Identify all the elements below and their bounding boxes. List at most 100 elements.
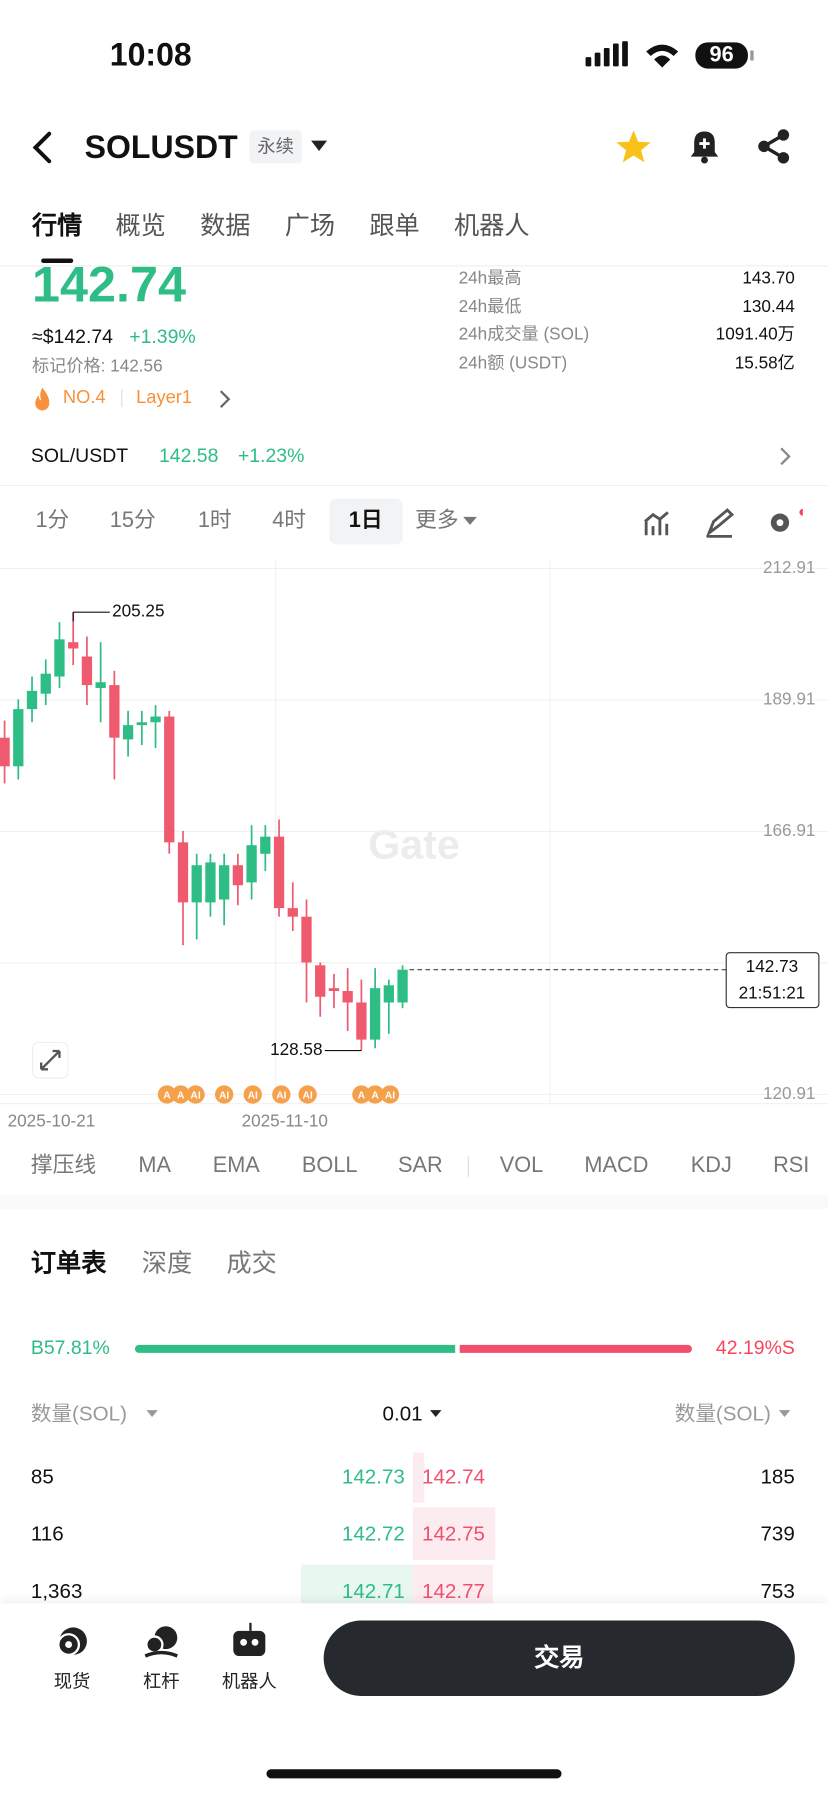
stat-label: 24h额 (USDT) <box>458 352 568 373</box>
ai-badge-label: AI <box>276 1090 286 1101</box>
bid-price[interactable]: 142.71 <box>341 1579 405 1603</box>
bottom-bar: 现货 杠杆 机器人 交易 <box>0 1603 828 1795</box>
candle-body <box>40 673 51 694</box>
candle-body <box>54 639 65 677</box>
indicator-tab[interactable]: MACD <box>584 1153 649 1178</box>
candle-body <box>369 988 381 1040</box>
interval-tab[interactable]: 更多 <box>415 508 459 533</box>
header-bid-qty[interactable]: 数量(SOL) <box>30 1402 127 1426</box>
candle-body <box>397 969 408 1003</box>
candle-body <box>26 690 38 710</box>
margin-icon[interactable] <box>142 1624 181 1661</box>
usd-price: ≈$142.74 <box>32 325 113 348</box>
price-tag <box>725 952 820 1009</box>
ask-price[interactable]: 142.77 <box>422 1579 485 1603</box>
x-tick-label: 2025-10-21 <box>8 1110 96 1130</box>
interval-tab[interactable]: 1分 <box>35 508 70 533</box>
ask-price[interactable]: 142.74 <box>422 1465 485 1489</box>
chevron[interactable] <box>778 446 792 467</box>
nav-tab[interactable]: 数据 <box>200 211 251 240</box>
alert-bell[interactable] <box>687 128 721 165</box>
candle-body <box>246 845 257 883</box>
back-button[interactable] <box>30 130 57 164</box>
candle-body <box>191 865 202 903</box>
chart-tools[interactable] <box>643 508 803 540</box>
ai-badge-label: AI <box>190 1090 200 1101</box>
nav-tab[interactable]: 广场 <box>284 211 336 240</box>
indicator-tab[interactable]: VOL <box>499 1153 544 1178</box>
candle-body <box>109 685 120 738</box>
trade-button-bg[interactable] <box>323 1620 795 1697</box>
y-tick-label: 166.91 <box>763 820 815 840</box>
candle-body <box>150 716 161 723</box>
status-time: 10:08 <box>109 36 192 73</box>
spot-icon[interactable] <box>54 1624 91 1661</box>
bid-price[interactable]: 142.72 <box>341 1522 405 1546</box>
indicator-tab[interactable]: MA <box>138 1153 171 1178</box>
interval-tab[interactable]: 4时 <box>272 508 307 533</box>
nav-label[interactable]: 杠杆 <box>142 1672 180 1692</box>
fullscreen-button[interactable] <box>32 1041 69 1079</box>
indicator-tab[interactable]: SAR <box>397 1153 443 1178</box>
spot-pair[interactable]: SOL/USDT <box>30 444 129 467</box>
nav-tab[interactable]: 概览 <box>115 211 166 240</box>
favorite-star[interactable] <box>615 128 652 165</box>
interval-tab[interactable]: 1日 <box>348 508 383 533</box>
dropdown[interactable] <box>429 1409 443 1419</box>
header-ask-qty[interactable]: 数量(SOL) <box>674 1402 771 1426</box>
ai-badge <box>186 1085 205 1104</box>
active-interval-bg <box>329 498 403 545</box>
trade-button[interactable]: 交易 <box>534 1643 585 1672</box>
sell-bar <box>459 1344 692 1353</box>
dropdown[interactable] <box>145 1409 159 1419</box>
share-button[interactable] <box>757 128 791 165</box>
ai-badge-label: AI <box>385 1090 395 1101</box>
candle-body <box>205 862 216 903</box>
indicator-tab[interactable]: BOLL <box>301 1153 358 1178</box>
rank[interactable]: NO.4 <box>62 388 106 408</box>
ai-badge <box>380 1085 400 1104</box>
chevron <box>219 390 231 408</box>
bid-qty: 116 <box>30 1522 64 1546</box>
bot-icon[interactable] <box>231 1622 268 1661</box>
stat-value: 130.44 <box>742 296 795 317</box>
book-tab[interactable]: 订单表 <box>30 1248 107 1278</box>
indicator-tab[interactable]: KDJ <box>690 1153 732 1178</box>
nav-label[interactable]: 机器人 <box>221 1672 277 1692</box>
candle-body <box>81 656 93 686</box>
candle-body <box>13 709 24 767</box>
book-tab[interactable]: 深度 <box>141 1248 193 1278</box>
ask-qty: 185 <box>760 1465 795 1489</box>
section-gap <box>0 1195 828 1209</box>
indicator-tab[interactable]: RSI <box>773 1153 810 1178</box>
indicator-tab[interactable]: 撑压线 <box>30 1153 97 1178</box>
candle-body <box>164 716 175 843</box>
nav-tab[interactable]: 跟单 <box>369 211 420 240</box>
interval-tab[interactable]: 1时 <box>197 508 232 533</box>
more-dropdown[interactable] <box>462 516 478 527</box>
ratio-bar <box>134 1344 692 1353</box>
symbol-dropdown[interactable] <box>310 140 328 154</box>
last-price: 142.74 <box>32 256 186 313</box>
nav-tab[interactable]: 行情 <box>32 211 83 240</box>
symbol[interactable]: SOLUSDT <box>84 129 238 165</box>
ai-badge-label: AI <box>219 1090 229 1101</box>
stat-value: 15.58亿 <box>734 352 795 373</box>
indicator-tab[interactable]: EMA <box>212 1153 260 1178</box>
ask-price[interactable]: 142.75 <box>422 1522 485 1546</box>
watermark: Gate <box>368 821 460 867</box>
candle-body <box>177 842 189 903</box>
candle-body <box>287 908 298 917</box>
interval-tab[interactable]: 15分 <box>109 508 156 533</box>
header-precision[interactable]: 0.01 <box>382 1402 423 1426</box>
ai-badge-label: AI <box>303 1090 313 1101</box>
separator <box>121 388 123 408</box>
battery-level: 96 <box>709 43 734 68</box>
dropdown[interactable] <box>778 1409 792 1419</box>
nav-tab[interactable]: 机器人 <box>454 211 530 240</box>
bid-price[interactable]: 142.73 <box>341 1465 405 1489</box>
book-tab[interactable]: 成交 <box>226 1248 277 1278</box>
nav-label[interactable]: 现货 <box>53 1672 91 1692</box>
y-tick-label: 212.91 <box>763 557 815 577</box>
sector[interactable]: Layer1 <box>136 388 193 408</box>
